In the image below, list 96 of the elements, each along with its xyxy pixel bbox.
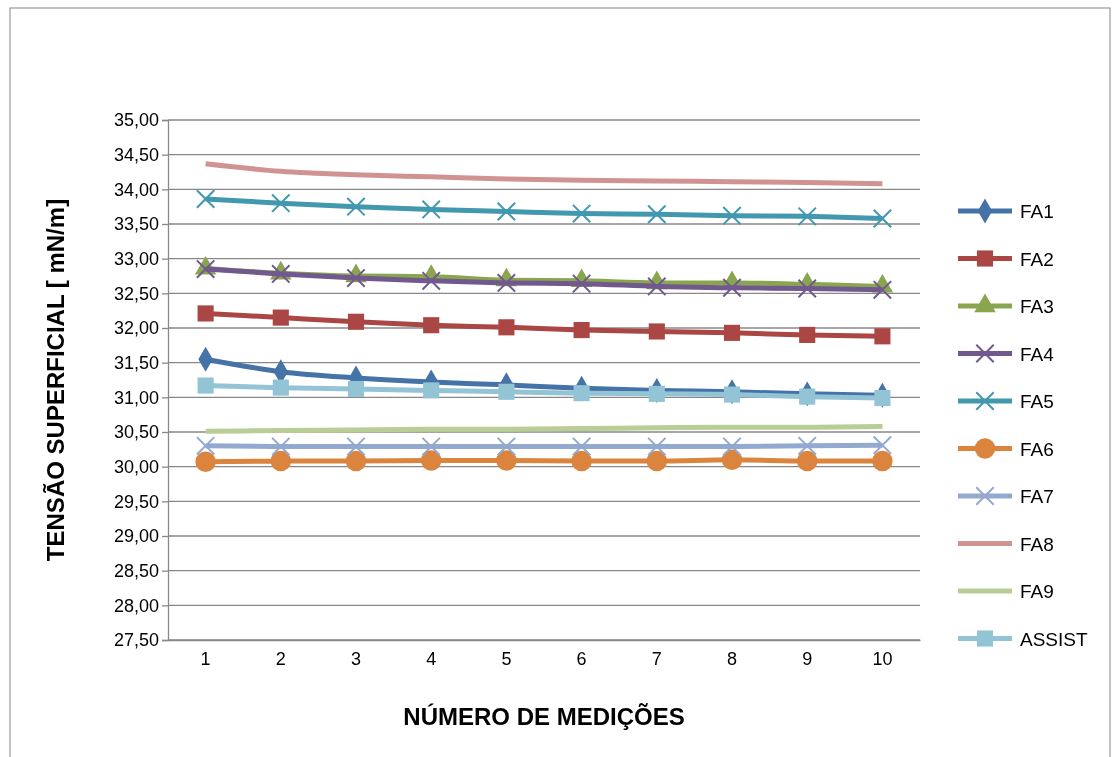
point bbox=[797, 436, 817, 456]
point bbox=[874, 328, 891, 345]
point bbox=[346, 436, 366, 457]
y-tick-label: 32,00 bbox=[113, 318, 159, 339]
point bbox=[498, 383, 515, 400]
point bbox=[271, 436, 291, 457]
point bbox=[797, 206, 817, 227]
point bbox=[874, 389, 891, 407]
point bbox=[197, 377, 214, 394]
point bbox=[722, 205, 742, 226]
legend-label: FA5 bbox=[1020, 391, 1054, 412]
point bbox=[872, 450, 893, 472]
point bbox=[272, 379, 289, 396]
x-tick-label: 8 bbox=[726, 648, 738, 669]
point bbox=[195, 436, 216, 456]
point bbox=[571, 436, 592, 457]
point bbox=[496, 273, 517, 293]
x-tick-label: 1 bbox=[200, 648, 211, 669]
point bbox=[346, 196, 366, 217]
point bbox=[345, 450, 367, 472]
point bbox=[421, 436, 441, 457]
y-tick-label: 34,00 bbox=[113, 179, 159, 200]
point bbox=[722, 436, 742, 457]
legend-label: FA6 bbox=[1020, 438, 1054, 460]
x-tick-label: 2 bbox=[275, 648, 286, 669]
x-tick-label: 5 bbox=[501, 648, 512, 669]
y-tick-label: 35,00 bbox=[113, 110, 159, 131]
y-axis-title: TENSÃO SUPERFICIAL [ mN/m] bbox=[42, 198, 69, 562]
legend-label: FA1 bbox=[1020, 201, 1054, 222]
y-tick-label: 27,50 bbox=[113, 630, 159, 651]
point bbox=[346, 268, 366, 288]
x-tick-label: 7 bbox=[651, 648, 662, 669]
point bbox=[272, 309, 289, 326]
y-tick-label: 34,50 bbox=[113, 144, 159, 165]
point bbox=[423, 382, 440, 399]
y-tick-label: 29,00 bbox=[113, 526, 159, 547]
point bbox=[797, 278, 817, 299]
y-tick-label: 29,50 bbox=[113, 491, 159, 512]
point bbox=[571, 450, 592, 472]
point bbox=[498, 319, 515, 336]
point bbox=[496, 436, 517, 457]
y-tick-label: 31,50 bbox=[113, 352, 159, 373]
legend-label: FA3 bbox=[1020, 296, 1054, 317]
point bbox=[496, 201, 517, 222]
point bbox=[648, 385, 665, 402]
point bbox=[421, 271, 441, 291]
x-tick-label: 3 bbox=[350, 648, 362, 669]
point bbox=[270, 450, 292, 472]
point bbox=[647, 436, 667, 457]
point bbox=[420, 450, 442, 471]
x-tick-label: 4 bbox=[426, 648, 437, 669]
point bbox=[722, 278, 742, 298]
point bbox=[721, 449, 743, 470]
point bbox=[347, 380, 365, 398]
x-axis-title: NÚMERO DE MEDIÇÕES bbox=[403, 703, 685, 730]
point bbox=[496, 450, 517, 471]
point bbox=[799, 326, 816, 343]
x-tick-label: 9 bbox=[802, 648, 813, 669]
point bbox=[648, 323, 665, 340]
point bbox=[647, 204, 667, 225]
point bbox=[723, 324, 741, 341]
point bbox=[421, 199, 441, 220]
y-tick-label: 28,00 bbox=[113, 595, 159, 616]
point bbox=[571, 203, 592, 224]
point bbox=[872, 435, 893, 455]
legend-label: FA2 bbox=[1020, 248, 1054, 270]
point bbox=[796, 450, 818, 472]
y-tick-label: 30,50 bbox=[113, 422, 159, 443]
point bbox=[347, 313, 365, 330]
point bbox=[723, 386, 741, 403]
legend-label: FA7 bbox=[1020, 486, 1054, 507]
point bbox=[571, 273, 592, 294]
point bbox=[573, 322, 590, 339]
point bbox=[423, 317, 440, 334]
y-tick-label: 28,50 bbox=[113, 560, 159, 581]
point bbox=[872, 280, 893, 300]
y-tick-label: 33,50 bbox=[113, 214, 159, 235]
y-tick-label: 31,00 bbox=[113, 387, 159, 408]
x-tick-label: 6 bbox=[576, 648, 587, 669]
point bbox=[872, 208, 893, 229]
y-tick-label: 32,50 bbox=[113, 283, 159, 304]
y-tick-label: 30,00 bbox=[113, 456, 159, 477]
point bbox=[271, 193, 291, 213]
point bbox=[647, 276, 667, 297]
x-tick-label: 10 bbox=[872, 648, 893, 669]
point bbox=[646, 450, 668, 472]
legend-label: ASSIST bbox=[1020, 628, 1088, 650]
legend-label: FA4 bbox=[1020, 343, 1055, 365]
point bbox=[197, 305, 214, 322]
legend-label: FA9 bbox=[1020, 581, 1054, 602]
legend-label: FA8 bbox=[1020, 533, 1054, 555]
point bbox=[195, 189, 216, 209]
point bbox=[573, 385, 590, 402]
y-tick-label: 33,00 bbox=[113, 248, 159, 269]
point bbox=[195, 451, 216, 473]
point bbox=[799, 388, 816, 405]
